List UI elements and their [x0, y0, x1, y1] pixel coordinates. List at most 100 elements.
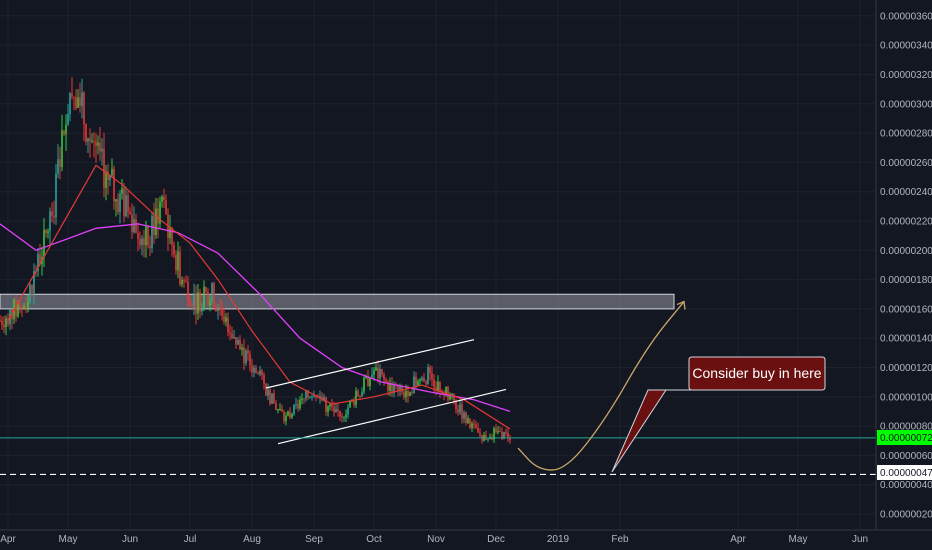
candle-body	[211, 283, 213, 302]
candle-body	[495, 428, 497, 433]
candle-body	[365, 376, 367, 379]
candle-body	[239, 340, 241, 350]
ma-slow-line	[0, 223, 511, 413]
candle-body	[439, 381, 441, 392]
candle-body	[191, 304, 193, 306]
candle-body	[27, 301, 29, 308]
candle-body	[241, 347, 243, 350]
candle-body	[93, 140, 95, 142]
candle-body	[193, 294, 195, 306]
candle-body	[345, 414, 347, 418]
candle-body	[159, 201, 161, 224]
x-tick-label: May	[59, 534, 78, 545]
y-tick-label: 0.00000060	[880, 451, 932, 462]
candle-body	[385, 379, 387, 382]
candle-body	[413, 376, 415, 394]
x-tick-label: Apr	[0, 534, 16, 545]
candle-body	[423, 377, 425, 382]
candle-body	[461, 404, 463, 419]
candle-body	[185, 280, 187, 282]
candle-body	[25, 306, 27, 308]
y-tick-label: 0.00000240	[880, 187, 932, 198]
candle-body	[5, 318, 7, 328]
callout-box[interactable]	[611, 356, 826, 473]
candle-body	[429, 367, 431, 374]
candle-body	[107, 171, 109, 181]
candle-body	[65, 124, 67, 135]
x-tick-label: Jun	[122, 534, 138, 545]
channel-lower-line[interactable]	[277, 388, 507, 445]
candle-body	[15, 299, 17, 317]
candle-body	[105, 171, 107, 188]
candle-body	[103, 148, 105, 188]
candle-body	[259, 370, 261, 375]
y-tick-label: 0.00000040	[880, 480, 932, 491]
candle-body	[187, 281, 189, 302]
candle-body	[199, 292, 201, 312]
candle-body	[221, 308, 223, 316]
candle-body	[359, 396, 361, 398]
candle-body	[451, 393, 453, 396]
candle-body	[409, 392, 411, 397]
candle-body	[229, 332, 231, 334]
candle-body	[37, 253, 39, 272]
resistance-zone[interactable]	[0, 293, 675, 310]
candle-body	[153, 215, 155, 236]
candle-body	[183, 280, 185, 282]
candle-body	[401, 386, 403, 393]
y-tick-label: 0.00000160	[880, 304, 932, 315]
candle-body	[293, 404, 295, 414]
y-tick-label: 0.00000140	[880, 334, 932, 345]
candle-body	[325, 397, 327, 412]
candle-body	[225, 317, 227, 322]
candle-body	[75, 97, 77, 108]
candle-body	[265, 383, 267, 396]
candle-body	[441, 391, 443, 394]
candle-body	[355, 390, 357, 405]
projection-path[interactable]	[517, 301, 685, 471]
channel-upper-line[interactable]	[265, 339, 475, 389]
y-tick-label: 0.00000120	[880, 363, 932, 374]
candle-body	[195, 294, 197, 314]
candle-body	[213, 283, 215, 307]
candle-body	[263, 374, 265, 384]
candle-body	[319, 396, 321, 398]
candle-body	[255, 367, 257, 373]
candle-body	[445, 386, 447, 395]
candle-body	[1, 320, 3, 325]
candle-body	[479, 432, 481, 435]
candle-body	[257, 372, 259, 375]
last-price-tag-bg[interactable]	[877, 430, 932, 445]
candle-body	[83, 92, 85, 125]
candle-body	[407, 390, 409, 397]
candle-body	[287, 411, 289, 416]
candle-body	[405, 390, 407, 398]
candle-body	[261, 370, 263, 375]
candle-body	[235, 337, 237, 345]
candle-body	[3, 324, 5, 328]
candle-body	[297, 403, 299, 409]
candle-body	[151, 215, 153, 248]
candle-body	[253, 367, 255, 373]
candle-body	[179, 251, 181, 285]
x-tick-label: Jun	[852, 534, 868, 545]
candle-body	[219, 307, 221, 309]
candle-body	[433, 379, 435, 388]
candle-body	[353, 399, 355, 405]
candle-body	[125, 195, 127, 217]
candle-body	[315, 395, 317, 398]
candle-body	[69, 93, 71, 115]
candle-body	[299, 399, 301, 409]
candle-body	[343, 417, 345, 419]
candle-body	[55, 173, 57, 218]
x-tick-label: 2019	[547, 534, 570, 545]
candle-body	[53, 215, 55, 218]
support-price-tag-bg[interactable]	[877, 465, 932, 480]
candle-body	[121, 188, 123, 194]
x-tick-label: Jul	[184, 534, 197, 545]
candle-body	[437, 381, 439, 391]
candle-body	[363, 378, 365, 392]
candle-body	[471, 423, 473, 428]
